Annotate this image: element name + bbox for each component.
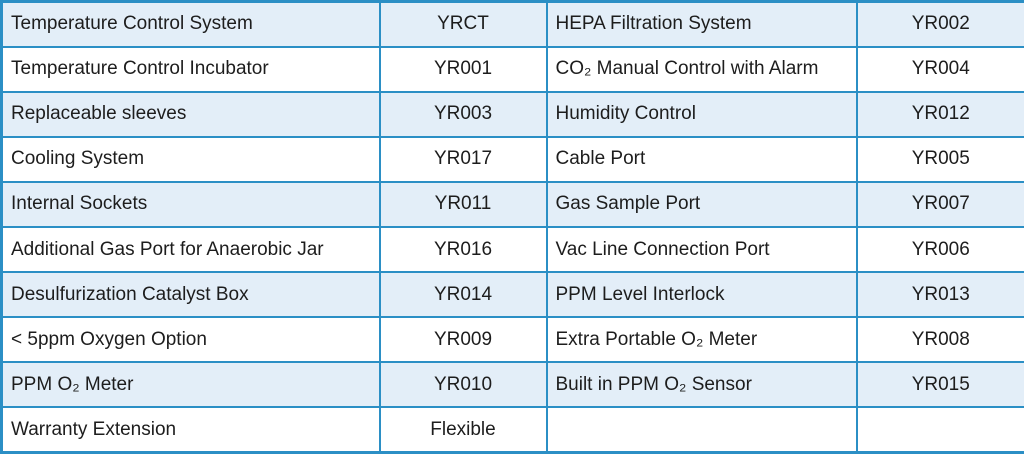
code-cell-right: YR007 — [855, 180, 1024, 228]
feature-cell-left: Temperature Control Incubator — [0, 45, 381, 93]
code-cell-left: YR010 — [378, 361, 548, 409]
code-cell-left: Flexible — [378, 406, 548, 454]
code-cell-left: YR016 — [378, 225, 548, 274]
feature-cell-right: Built in PPM O₂ Sensor — [545, 361, 858, 409]
code-cell-right: YR006 — [855, 225, 1024, 274]
feature-cell-right: Humidity Control — [545, 90, 858, 138]
feature-cell-right: Gas Sample Port — [545, 180, 858, 228]
feature-cell-left: Warranty Extension — [0, 406, 381, 454]
code-cell-left: YR009 — [378, 316, 548, 364]
feature-cell-left: Additional Gas Port for Anaerobic Jar — [0, 225, 381, 274]
code-cell-left: YR017 — [378, 135, 548, 183]
code-cell-right — [855, 406, 1024, 454]
feature-cell-left: < 5ppm Oxygen Option — [0, 316, 381, 364]
table-row: Cooling System YR017 Cable Port YR005 — [0, 135, 1024, 183]
table-row: < 5ppm Oxygen Option YR009 Extra Portabl… — [0, 316, 1024, 364]
feature-cell-right: HEPA Filtration System — [545, 0, 858, 48]
code-cell-left: YR011 — [378, 180, 548, 228]
table-row: Temperature Control System YRCT HEPA Fil… — [0, 0, 1024, 48]
feature-cell-right: Extra Portable O₂ Meter — [545, 316, 858, 364]
feature-cell-right: PPM Level Interlock — [545, 271, 858, 319]
feature-cell-left: PPM O₂ Meter — [0, 361, 381, 409]
code-cell-right: YR005 — [855, 135, 1024, 183]
code-cell-right: YR002 — [855, 0, 1024, 48]
feature-cell-right — [545, 406, 858, 454]
code-cell-right: YR004 — [855, 45, 1024, 93]
code-cell-right: YR012 — [855, 90, 1024, 138]
table-row: Replaceable sleeves YR003 Humidity Contr… — [0, 90, 1024, 138]
code-cell-left: YR014 — [378, 271, 548, 319]
feature-cell-left: Desulfurization Catalyst Box — [0, 271, 381, 319]
table-row: Warranty Extension Flexible — [0, 406, 1024, 454]
code-cell-right: YR013 — [855, 271, 1024, 319]
code-cell-left: YRCT — [378, 0, 548, 48]
table-row: Internal Sockets YR011 Gas Sample Port Y… — [0, 180, 1024, 228]
code-cell-left: YR003 — [378, 90, 548, 138]
table-row: Desulfurization Catalyst Box YR014 PPM L… — [0, 271, 1024, 319]
feature-cell-left: Replaceable sleeves — [0, 90, 381, 138]
code-cell-right: YR008 — [855, 316, 1024, 364]
table-row: Temperature Control Incubator YR001 CO₂ … — [0, 45, 1024, 93]
table-row: Additional Gas Port for Anaerobic Jar YR… — [0, 225, 1024, 274]
feature-cell-left: Internal Sockets — [0, 180, 381, 228]
table-row: PPM O₂ Meter YR010 Built in PPM O₂ Senso… — [0, 361, 1024, 409]
code-cell-right: YR015 — [855, 361, 1024, 409]
feature-cell-left: Temperature Control System — [0, 0, 381, 48]
feature-cell-right: Cable Port — [545, 135, 858, 183]
code-cell-left: YR001 — [378, 45, 548, 93]
feature-cell-right: Vac Line Connection Port — [545, 225, 858, 274]
feature-cell-left: Cooling System — [0, 135, 381, 183]
feature-cell-right: CO₂ Manual Control with Alarm — [545, 45, 858, 93]
